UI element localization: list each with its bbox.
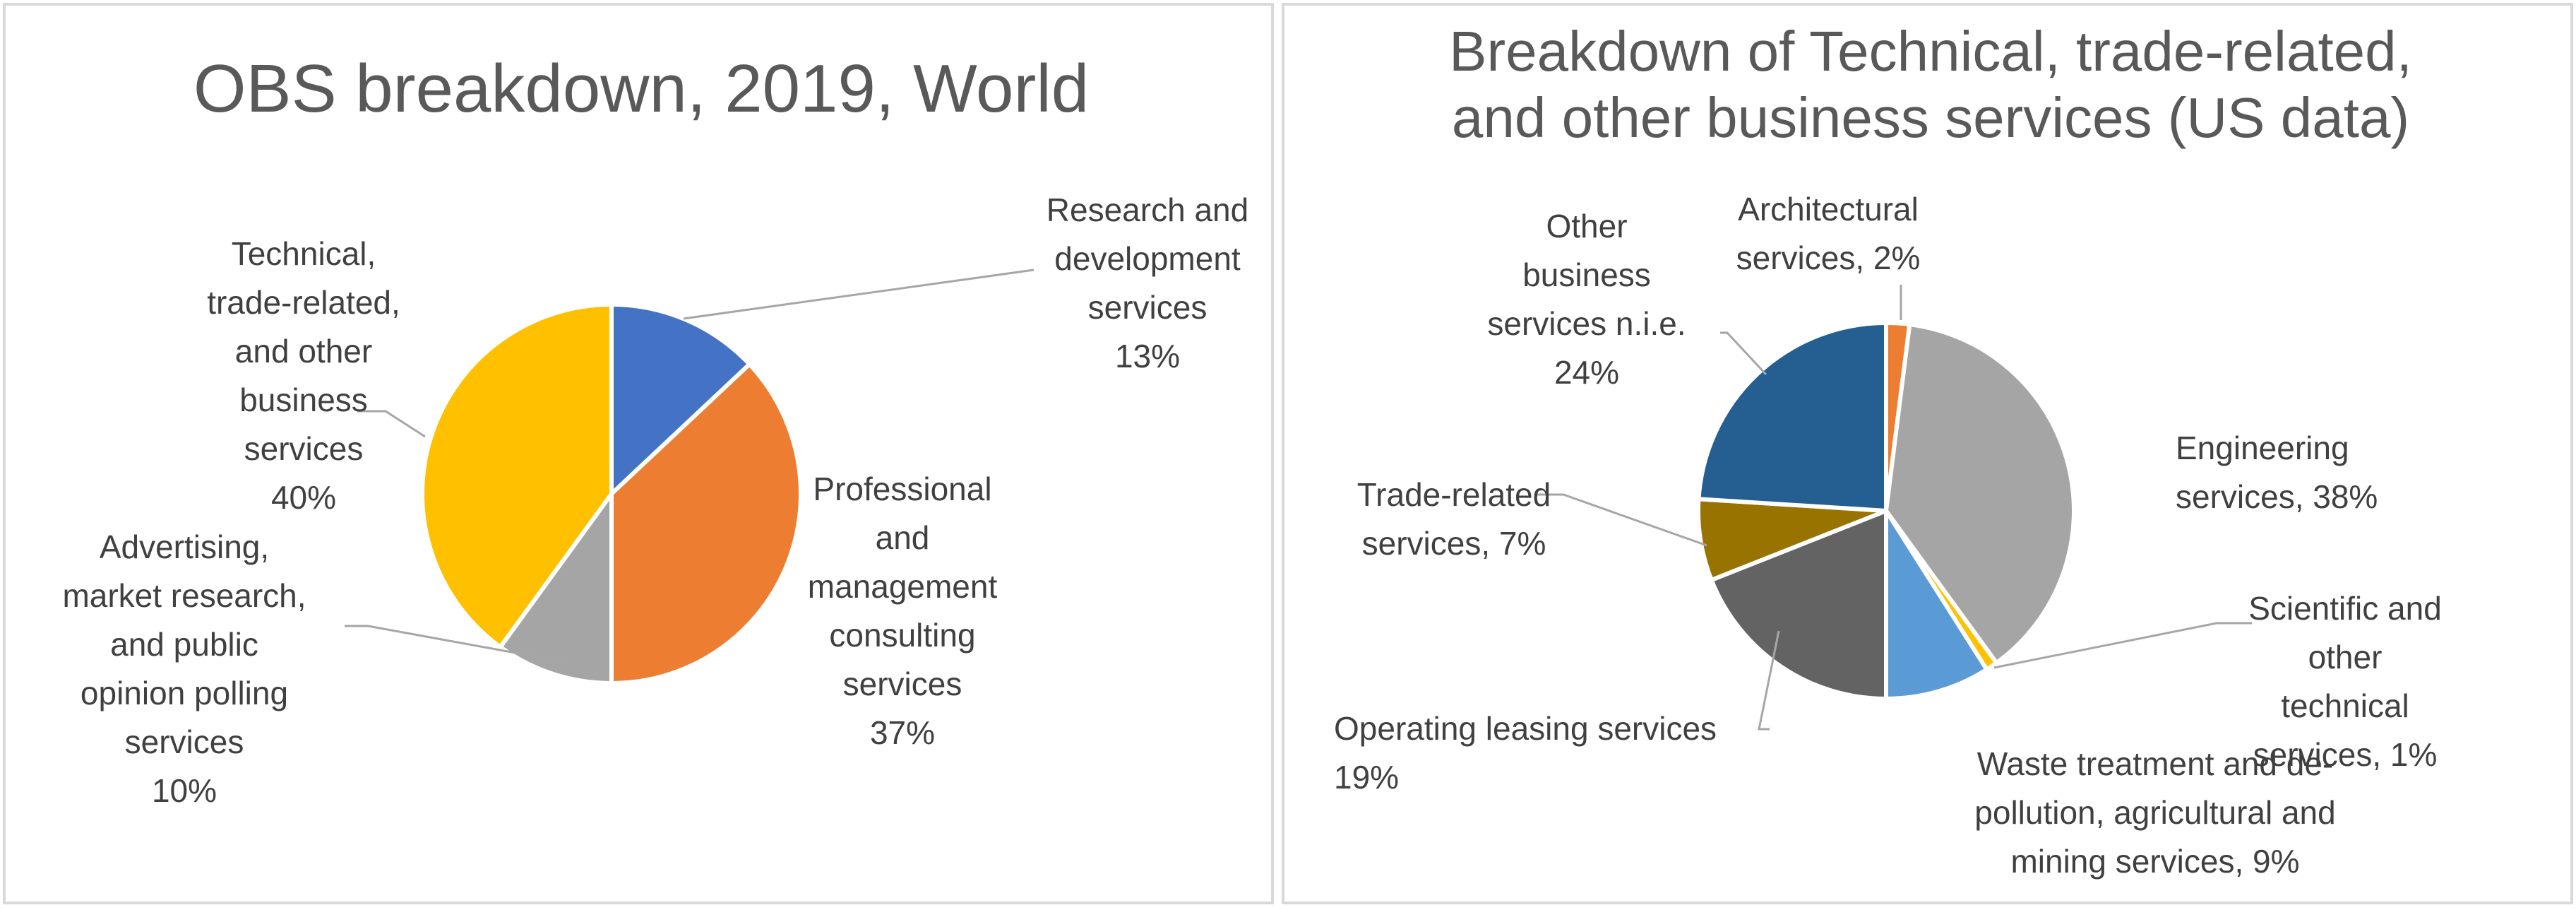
data-label-other-business-services-n-i-e: Other business services n.i.e. 24% bbox=[1487, 208, 1686, 391]
data-label-line: Waste treatment and de- bbox=[1977, 745, 2334, 782]
chart-panel-technical-us: Breakdown of Technical, trade-related, an… bbox=[1282, 3, 2573, 904]
data-label-technical-trade-related-and-other-business-services: Technical, trade-related, and other busines… bbox=[207, 235, 400, 516]
leader-line-scientific-and-other-technical-services bbox=[1993, 622, 2252, 669]
leader-line-technical-trade-related-and-other-business-services bbox=[357, 410, 426, 438]
data-label-line: Professional bbox=[813, 471, 991, 507]
data-label-line: services n.i.e. bbox=[1487, 305, 1686, 342]
chart-title-line: Breakdown of Technical, trade-related, bbox=[1449, 20, 2412, 83]
data-label-line: and other bbox=[235, 333, 372, 370]
data-label-line: services, 7% bbox=[1362, 525, 1546, 562]
data-label-line: business bbox=[1522, 256, 1651, 293]
data-label-engineering-services: Engineering services, 38% bbox=[2176, 430, 2378, 515]
data-label-line: Scientific and bbox=[2248, 590, 2442, 627]
data-label-research-and-development-services: Research and development services 13% bbox=[1046, 191, 1248, 374]
pie-slice-operating-leasing-services bbox=[1709, 509, 1888, 701]
data-label-line: and bbox=[876, 519, 930, 556]
pie-chart-technical-us: Breakdown of Technical, trade-related, an… bbox=[1334, 20, 2442, 880]
chart-title: Breakdown of Technical, trade-related, an… bbox=[1449, 20, 2412, 149]
leader-line-trade-related-services bbox=[1535, 493, 1707, 547]
data-label-scientific-and-other-technical-services: Scientific and other technical services, 1% bbox=[2248, 590, 2442, 773]
data-label-line: Trade-related bbox=[1357, 476, 1551, 513]
data-label-line: 10% bbox=[152, 772, 217, 809]
data-label-line: Research and bbox=[1046, 191, 1248, 228]
data-label-line: services, 1% bbox=[2253, 736, 2438, 773]
data-label-line: services bbox=[244, 430, 364, 467]
data-label-line: Architectural bbox=[1738, 191, 1919, 228]
data-label-line: 19% bbox=[1334, 759, 1399, 796]
data-label-line: 13% bbox=[1115, 338, 1180, 374]
data-label-line: 24% bbox=[1554, 354, 1619, 391]
data-label-line: services bbox=[1088, 289, 1208, 326]
pie-slice-other-business-services-n-i-e bbox=[1696, 321, 1888, 513]
data-label-line: services, 2% bbox=[1736, 240, 1921, 276]
data-label-line: opinion polling bbox=[80, 675, 288, 711]
data-label-line: services, 38% bbox=[2176, 478, 2378, 515]
leader-line-research-and-development-services bbox=[683, 268, 1034, 320]
leader-line-operating-leasing-services bbox=[1758, 630, 1780, 731]
data-label-line: technical bbox=[2281, 687, 2409, 724]
data-label-line: Engineering bbox=[2176, 430, 2349, 466]
data-label-line: consulting bbox=[829, 617, 975, 654]
data-label-line: 37% bbox=[870, 714, 935, 751]
chart-title-line: and other business services (US data) bbox=[1452, 86, 2409, 149]
data-label-line: Operating leasing services bbox=[1334, 710, 1717, 747]
data-label-professional-and-management-consulting-services: Professional and management consulting servi… bbox=[808, 471, 998, 751]
data-label-line: market research, bbox=[62, 577, 306, 614]
pie-chart-obs-world: OBS breakdown, 2019, World Research and de… bbox=[62, 51, 1248, 809]
leader-line-advertising-market-research-and-public-opinion-polling-services bbox=[345, 625, 566, 663]
data-label-line: mining services, 9% bbox=[2010, 843, 2299, 880]
data-label-line: services bbox=[843, 666, 962, 702]
data-label-waste-treatment-and-de-pollution-agricultural-and-mining-services: Waste treatment and de-pollution, agricu… bbox=[1974, 745, 2335, 880]
chart-title: OBS breakdown, 2019, World bbox=[193, 51, 1089, 126]
pie-slice-engineering-services bbox=[1884, 322, 2076, 666]
pie-slice-professional-and-management-consulting-services bbox=[609, 362, 803, 685]
data-label-line: development bbox=[1054, 240, 1241, 277]
leader-line-other-business-services-n-i-e bbox=[1720, 331, 1767, 376]
data-label-line: services bbox=[125, 723, 244, 760]
data-label-line: Advertising, bbox=[100, 528, 269, 565]
data-label-line: business bbox=[239, 382, 368, 418]
data-label-line: other bbox=[2308, 639, 2383, 675]
data-label-line: and public bbox=[110, 626, 258, 663]
data-label-operating-leasing-services: Operating leasing services 19% bbox=[1334, 710, 1717, 796]
data-label-trade-related-services: Trade-related services, 7% bbox=[1357, 476, 1551, 562]
data-label-line: Technical, bbox=[232, 235, 376, 272]
pie-slice-waste-treatment-and-de-pollution-agricultural-and-mining-services bbox=[1884, 509, 1989, 701]
chart-panel-obs-world: OBS breakdown, 2019, World Research and de… bbox=[3, 3, 1274, 904]
data-label-line: trade-related, bbox=[207, 284, 400, 321]
data-label-line: 40% bbox=[271, 479, 336, 516]
data-label-advertising-market-research-and-public-opinion-polling-services: Advertising, market research, and public op… bbox=[62, 528, 306, 809]
pie-slice-research-and-development-services bbox=[609, 302, 752, 496]
data-label-line: management bbox=[808, 568, 998, 605]
data-label-architectural-services: Architectural services, 2% bbox=[1736, 191, 1921, 276]
data-label-line: pollution, agricultural and bbox=[1974, 794, 2335, 831]
pie-slice-technical-trade-related-and-other-business-services bbox=[420, 302, 614, 649]
data-label-line: Other bbox=[1546, 208, 1627, 244]
